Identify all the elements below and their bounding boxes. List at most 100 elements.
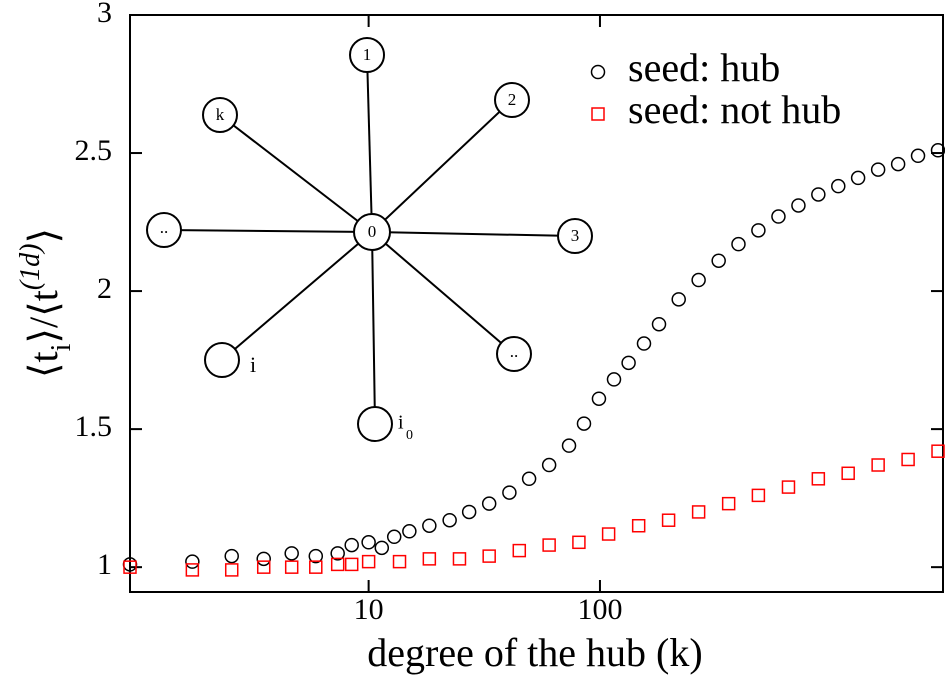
point [731,236,746,252]
y-tick-label: 3 [97,0,112,29]
point [671,292,686,307]
node [353,213,391,251]
annotation: k [216,105,225,124]
node [557,218,593,254]
annotation: 0 [368,222,377,241]
point [831,178,846,194]
point [344,537,359,553]
point [123,560,137,574]
point [751,223,766,238]
annotation: i [398,412,404,434]
point [308,548,324,564]
node [349,37,385,73]
point [791,198,806,213]
point [392,554,407,569]
point [309,560,323,574]
point [374,540,390,556]
edge [371,99,513,233]
point [482,549,496,563]
point [561,438,577,453]
point [870,162,886,177]
annotation: 0 [406,428,413,443]
point [284,560,299,574]
point [185,563,200,577]
point [601,527,616,541]
point [185,554,200,569]
legend-label: seed: hub [628,45,780,90]
point [871,458,885,472]
legend-label: seed: not hub [628,87,841,132]
legend-marker [590,64,606,80]
point [606,372,622,387]
x-axis-label: degree of the hub (k) [367,630,702,675]
point [751,488,766,503]
point [512,543,527,558]
annotation: .. [160,218,169,237]
edge [221,231,373,361]
point [402,524,417,539]
node [204,342,240,378]
point [442,512,457,528]
x-tick-label: 100 [577,593,622,626]
inset-graph [146,37,593,442]
point [651,316,667,332]
point [521,471,537,487]
y-label-part: i [46,343,77,351]
y-label-part: (1d) [15,244,46,291]
x-tick-label: 10 [354,593,384,626]
point [330,557,345,572]
point [890,156,906,172]
point [721,496,736,511]
point [636,336,652,351]
y-label-part: ⟩ [21,228,66,244]
node [202,97,238,133]
point [541,457,557,473]
annotation: i [250,352,256,377]
point [591,391,607,406]
point [361,535,376,550]
point [502,485,517,500]
point [771,209,786,224]
point [631,518,646,533]
node [494,82,530,118]
node [146,212,182,248]
annotation: 1 [363,45,372,64]
point [284,546,299,561]
point [256,560,271,574]
y-tick-label: 2 [97,272,112,305]
point [361,554,376,569]
node [357,406,393,442]
point [621,355,636,371]
point [901,452,915,467]
edge [366,54,373,233]
point [576,416,592,431]
point [661,513,676,527]
point [452,552,467,566]
y-tick-label: 2.5 [75,134,113,167]
annotation: 3 [571,226,580,245]
point [931,444,945,458]
point [711,253,726,268]
point [422,552,437,566]
annotation: 2 [508,90,517,109]
point [572,535,586,550]
point [691,272,706,288]
y-axis-label: ⟨ti⟩/⟨t(1d)⟩ [15,228,77,378]
point [850,170,866,186]
point [386,529,402,545]
legend-marker [591,107,605,121]
point [481,496,497,511]
point [330,546,345,561]
y-tick-label: 1 [97,548,112,581]
point [461,504,477,520]
point [811,187,826,202]
annotation: .. [510,342,519,361]
y-label-part: ⟩/⟨t [21,290,66,343]
node [496,336,532,372]
edge [371,231,515,355]
point [224,563,239,577]
edge [371,231,576,237]
point [910,148,926,164]
point [256,551,271,567]
